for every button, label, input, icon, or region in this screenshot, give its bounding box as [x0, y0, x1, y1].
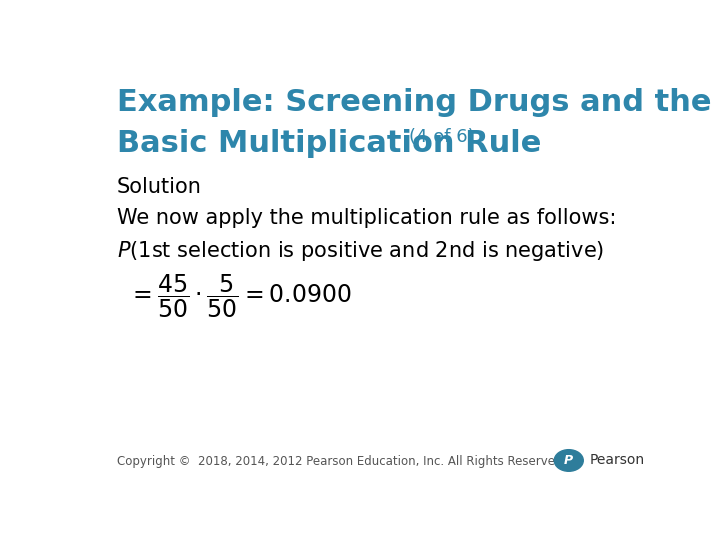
- Text: $\mathit{P}$(1st selection is positive and 2nd is negative): $\mathit{P}$(1st selection is positive a…: [117, 239, 604, 264]
- Text: $= \dfrac{45}{50} \cdot \dfrac{\ 5}{50} = 0.0900$: $= \dfrac{45}{50} \cdot \dfrac{\ 5}{50} …: [128, 273, 351, 320]
- Text: Solution: Solution: [117, 177, 202, 197]
- Text: Copyright ©  2018, 2014, 2012 Pearson Education, Inc. All Rights Reserved: Copyright © 2018, 2014, 2012 Pearson Edu…: [117, 455, 562, 468]
- Text: (4 of 6): (4 of 6): [409, 128, 474, 146]
- Text: Example: Screening Drugs and the: Example: Screening Drugs and the: [117, 87, 711, 117]
- Text: Pearson: Pearson: [590, 454, 645, 468]
- Text: We now apply the multiplication rule as follows:: We now apply the multiplication rule as …: [117, 208, 616, 228]
- Circle shape: [554, 450, 583, 471]
- Text: P: P: [564, 454, 573, 467]
- Text: Basic Multiplication Rule: Basic Multiplication Rule: [117, 129, 541, 158]
